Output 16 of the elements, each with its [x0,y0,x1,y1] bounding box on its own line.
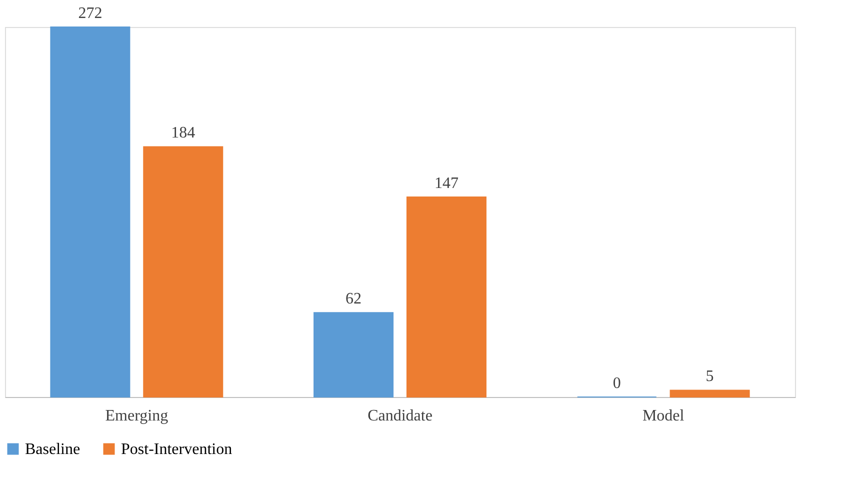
bar [143,146,224,398]
data-label: 62 [346,290,362,308]
x-tick-label: Emerging [105,408,168,424]
data-label: 272 [78,5,102,22]
legend-label: Post-Intervention [121,441,232,458]
bar [406,196,486,398]
x-tick-label: Model [642,408,685,424]
bar [314,312,394,398]
data-label: 0 [612,375,621,392]
bar [670,390,750,398]
x-tick-label: Candidate [368,408,432,424]
data-label: 147 [434,175,458,192]
legend-label: Baseline [25,441,80,458]
data-label: 5 [706,368,714,386]
bar [50,26,130,398]
data-label: 184 [171,124,196,142]
